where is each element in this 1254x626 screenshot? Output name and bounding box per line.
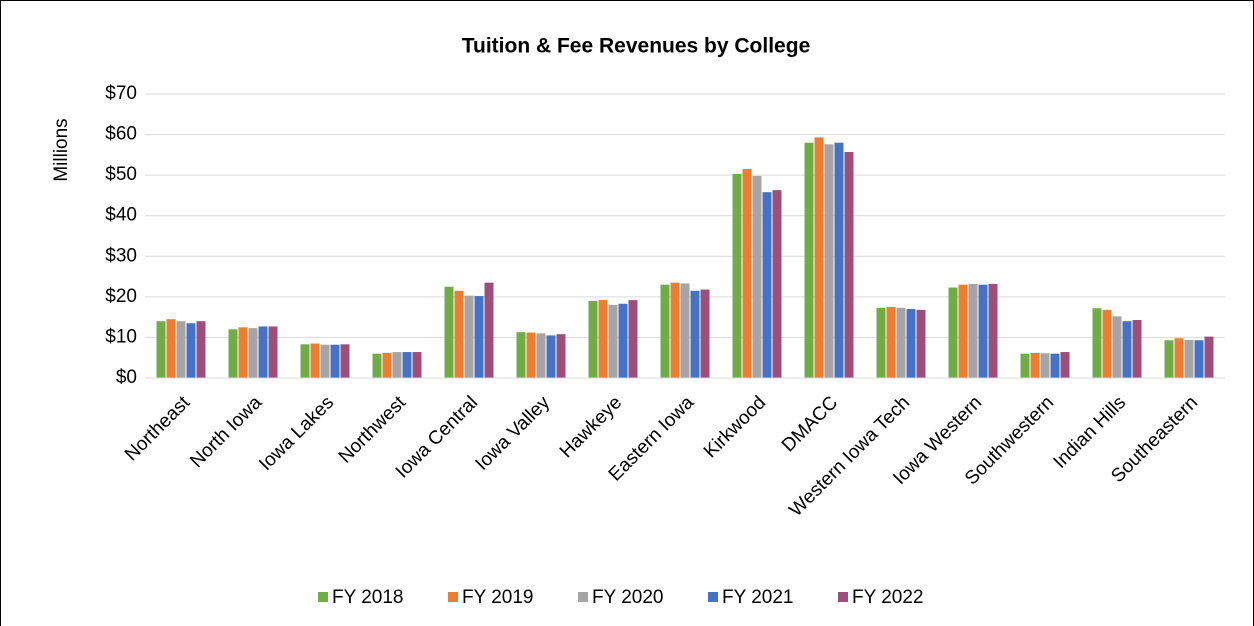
bar [876, 307, 886, 378]
bar [700, 289, 710, 378]
bar [412, 352, 422, 378]
bar [814, 137, 824, 378]
bar [526, 332, 536, 378]
bar [1164, 340, 1174, 378]
legend-label: FY 2022 [852, 587, 923, 608]
bar [628, 300, 638, 378]
bar [186, 323, 196, 378]
bar [310, 343, 320, 378]
bar [372, 353, 382, 378]
bar [844, 152, 854, 378]
bar [608, 304, 618, 378]
legend-label: FY 2019 [462, 587, 533, 608]
y-tick-label: $0 [116, 367, 137, 388]
bar [978, 284, 988, 378]
bar [516, 332, 526, 378]
legend-swatch [448, 592, 458, 602]
bar [484, 282, 494, 378]
legend-label: FY 2021 [722, 587, 793, 608]
bar [320, 344, 330, 378]
bar [886, 307, 896, 378]
bar [824, 144, 834, 378]
bar [546, 335, 556, 378]
bar [1112, 316, 1122, 378]
bar [464, 295, 474, 378]
legend-swatch [838, 592, 848, 602]
bar [536, 333, 546, 378]
bar [1102, 309, 1112, 378]
bar [1132, 319, 1142, 378]
bar [804, 142, 814, 378]
legend-swatch [318, 592, 328, 602]
bar [1092, 308, 1102, 378]
bar [156, 321, 166, 378]
bar [228, 329, 238, 378]
y-tick-label: $40 [105, 205, 137, 226]
bar [444, 286, 454, 378]
y-tick-label: $60 [105, 124, 137, 145]
bar [340, 344, 350, 378]
bar [988, 283, 998, 378]
y-tick-label: $20 [105, 286, 137, 307]
bar [474, 296, 484, 378]
bar [248, 328, 258, 378]
legend-label: FY 2018 [332, 587, 403, 608]
y-tick-label: $50 [105, 164, 137, 185]
bar [958, 284, 968, 378]
bar [1174, 338, 1184, 378]
bar [1040, 353, 1050, 378]
y-axis-label: Millions [51, 118, 72, 181]
bar [176, 321, 186, 378]
bar [392, 352, 402, 378]
bar [268, 326, 278, 378]
bar [588, 300, 598, 378]
bar [680, 283, 690, 378]
bar [382, 352, 392, 378]
bar [948, 287, 958, 378]
bar [166, 319, 176, 378]
bar [1194, 340, 1204, 378]
y-tick-label: $10 [105, 326, 137, 347]
bar [1204, 336, 1214, 378]
bar [660, 284, 670, 378]
bar [454, 290, 464, 378]
bar [772, 190, 782, 378]
bar [618, 303, 628, 378]
bar [1020, 353, 1030, 378]
chart-title: Tuition & Fee Revenues by College [462, 35, 811, 58]
bar [732, 173, 742, 378]
bar [896, 307, 906, 378]
bar [742, 169, 752, 378]
y-tick-label: $70 [105, 83, 137, 104]
bar [258, 326, 268, 378]
legend-swatch [708, 592, 718, 602]
y-tick-label: $30 [105, 245, 137, 266]
bar [834, 142, 844, 378]
bar [598, 300, 608, 378]
bar [330, 344, 340, 378]
bar [1122, 321, 1132, 378]
bar [968, 283, 978, 378]
bar [1030, 352, 1040, 378]
bar [238, 327, 248, 378]
bar [1050, 353, 1060, 378]
bar [196, 321, 206, 378]
bar [752, 175, 762, 378]
bar [300, 344, 310, 378]
legend-swatch [578, 592, 588, 602]
bar [556, 334, 566, 378]
bar [1184, 339, 1194, 378]
legend-label: FY 2020 [592, 587, 663, 608]
bar [402, 352, 412, 378]
bar [762, 192, 772, 378]
bar [690, 290, 700, 378]
bar [1060, 352, 1070, 378]
bar [906, 309, 916, 378]
bar [916, 309, 926, 378]
bar [670, 282, 680, 378]
